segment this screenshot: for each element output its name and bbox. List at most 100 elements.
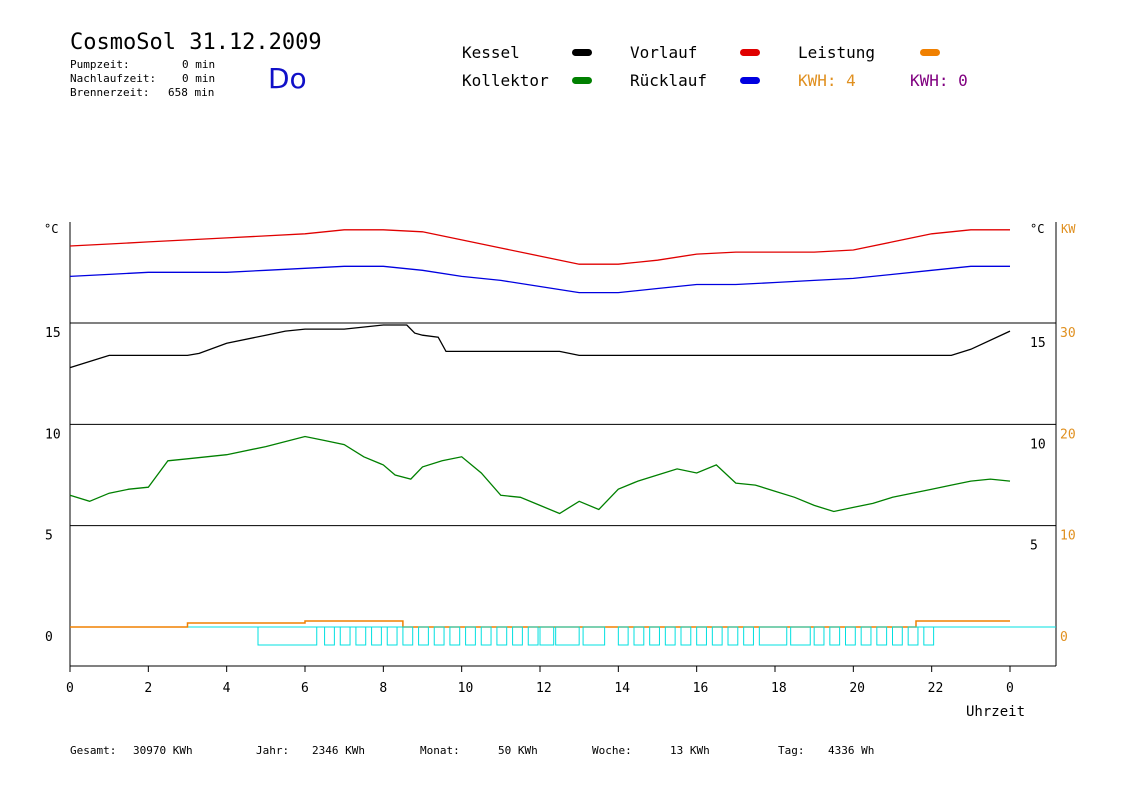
pump-block bbox=[371, 626, 382, 646]
legend-ruecklauf-swatch bbox=[740, 77, 760, 84]
footer-tag-value: 4336 Wh bbox=[828, 744, 875, 757]
pump-block bbox=[582, 626, 606, 646]
pump-block bbox=[355, 626, 367, 646]
legend-kessel-swatch bbox=[572, 49, 592, 56]
pump-block bbox=[324, 626, 335, 646]
pump-block bbox=[339, 626, 351, 646]
legend-kollektor: Kollektor bbox=[462, 71, 549, 90]
pump-block bbox=[860, 626, 872, 646]
legend-kollektor-swatch bbox=[572, 77, 592, 84]
right-kw-tick-label: 10 bbox=[1060, 529, 1076, 544]
right-kw-tick-label: 30 bbox=[1060, 326, 1076, 341]
stat-brennerzeit-label: Brennerzeit: bbox=[70, 86, 150, 99]
x-tick-label: 22 bbox=[928, 681, 944, 696]
pump-block bbox=[790, 626, 811, 646]
stat-pumpzeit-label: Pumpzeit: bbox=[70, 58, 130, 71]
x-tick-label: 8 bbox=[379, 681, 387, 696]
left-tick-label: 15 bbox=[45, 326, 61, 341]
series-line-kessel bbox=[69, 324, 1011, 369]
pump-block bbox=[829, 626, 841, 646]
right-unit-kw-label: KW bbox=[1061, 222, 1076, 236]
footer-woche-value: 13 KWh bbox=[670, 744, 710, 757]
pump-block bbox=[449, 626, 461, 646]
pump-block bbox=[664, 626, 676, 646]
left-tick-label: 10 bbox=[45, 427, 61, 442]
x-axis-label: Uhrzeit bbox=[966, 704, 1025, 720]
right-kw-tick-label: 20 bbox=[1060, 427, 1076, 442]
pump-block bbox=[758, 626, 788, 646]
legend-ruecklauf: Rücklauf bbox=[630, 71, 708, 90]
footer-jahr-label: Jahr: bbox=[256, 744, 290, 757]
series-line-leistung bbox=[70, 620, 1010, 628]
x-tick-label: 12 bbox=[536, 681, 552, 696]
pump-block bbox=[727, 626, 739, 646]
pump-block bbox=[465, 626, 476, 646]
pump-block bbox=[496, 626, 508, 646]
series-line-kollektor bbox=[69, 435, 1011, 515]
legend-kwh-1: KWH: 4 bbox=[798, 71, 856, 90]
x-tick-label: 14 bbox=[614, 681, 630, 696]
footer-woche-label: Woche: bbox=[592, 744, 632, 757]
legend-leistung: Leistung bbox=[798, 43, 876, 62]
x-tick-label: 0 bbox=[1006, 681, 1014, 696]
footer-monat-label: Monat: bbox=[420, 744, 460, 757]
right-kw-tick-label: 0 bbox=[1060, 630, 1068, 645]
pump-block bbox=[743, 626, 754, 646]
footer-tag-label: Tag: bbox=[778, 744, 805, 757]
pump-block bbox=[539, 626, 555, 646]
right-c-tick-label: 5 bbox=[1030, 539, 1038, 554]
legend-vorlauf: Vorlauf bbox=[630, 43, 698, 62]
legend-kessel: Kessel bbox=[462, 43, 520, 62]
pump-block bbox=[418, 626, 429, 646]
x-tick-label: 0 bbox=[66, 681, 74, 696]
x-tick-label: 2 bbox=[144, 681, 152, 696]
stat-nachlaufzeit-label: Nachlaufzeit: bbox=[70, 72, 157, 85]
footer-monat-value: 50 KWh bbox=[498, 744, 538, 757]
legend-leistung-swatch bbox=[920, 49, 940, 56]
stat-pumpzeit-value: 0 min bbox=[182, 58, 216, 71]
pump-block bbox=[649, 626, 660, 646]
pump-block bbox=[711, 626, 723, 646]
x-tick-label: 20 bbox=[849, 681, 865, 696]
pump-block bbox=[696, 626, 707, 646]
right-c-tick-label: 10 bbox=[1030, 437, 1046, 452]
pump-block bbox=[386, 626, 398, 646]
left-tick-label: 5 bbox=[45, 529, 53, 544]
pump-block bbox=[813, 626, 825, 646]
footer-jahr-value: 2346 KWh bbox=[312, 744, 365, 757]
pump-block bbox=[892, 626, 903, 646]
series-line-ruecklauf bbox=[69, 265, 1010, 294]
footer-gesamt-value: 30970 KWh bbox=[133, 744, 193, 757]
footer-gesamt-label: Gesamt: bbox=[70, 744, 117, 757]
pump-block bbox=[845, 626, 856, 646]
weekday-label: Do bbox=[268, 62, 307, 95]
pump-block bbox=[923, 626, 935, 646]
x-tick-label: 16 bbox=[693, 681, 709, 696]
right-unit-c-label: °C bbox=[1030, 222, 1045, 236]
pump-block bbox=[907, 626, 919, 646]
pump-block bbox=[527, 626, 539, 646]
pump-block bbox=[617, 626, 629, 646]
x-tick-label: 4 bbox=[223, 681, 231, 696]
pump-block bbox=[633, 626, 645, 646]
pump-block bbox=[876, 626, 888, 646]
x-tick-label: 6 bbox=[301, 681, 309, 696]
right-c-tick-label: 15 bbox=[1030, 336, 1046, 351]
stat-brennerzeit-value: 658 min bbox=[168, 86, 215, 99]
left-unit-label: °C bbox=[44, 222, 59, 236]
legend-vorlauf-swatch bbox=[740, 49, 760, 56]
x-tick-label: 10 bbox=[458, 681, 474, 696]
pump-block bbox=[433, 626, 445, 646]
legend-kwh-2: KWH: 0 bbox=[910, 71, 968, 90]
pump-block bbox=[680, 626, 692, 646]
pump-block bbox=[480, 626, 492, 646]
chart-title: CosmoSol 31.12.2009 bbox=[70, 30, 322, 55]
series-line-vorlauf bbox=[69, 229, 1010, 265]
pump-block bbox=[512, 626, 523, 646]
left-tick-label: 0 bbox=[45, 630, 53, 645]
pump-block bbox=[555, 626, 580, 646]
stat-nachlaufzeit-value: 0 min bbox=[182, 72, 216, 85]
x-tick-label: 18 bbox=[771, 681, 787, 696]
pump-block bbox=[257, 626, 318, 646]
